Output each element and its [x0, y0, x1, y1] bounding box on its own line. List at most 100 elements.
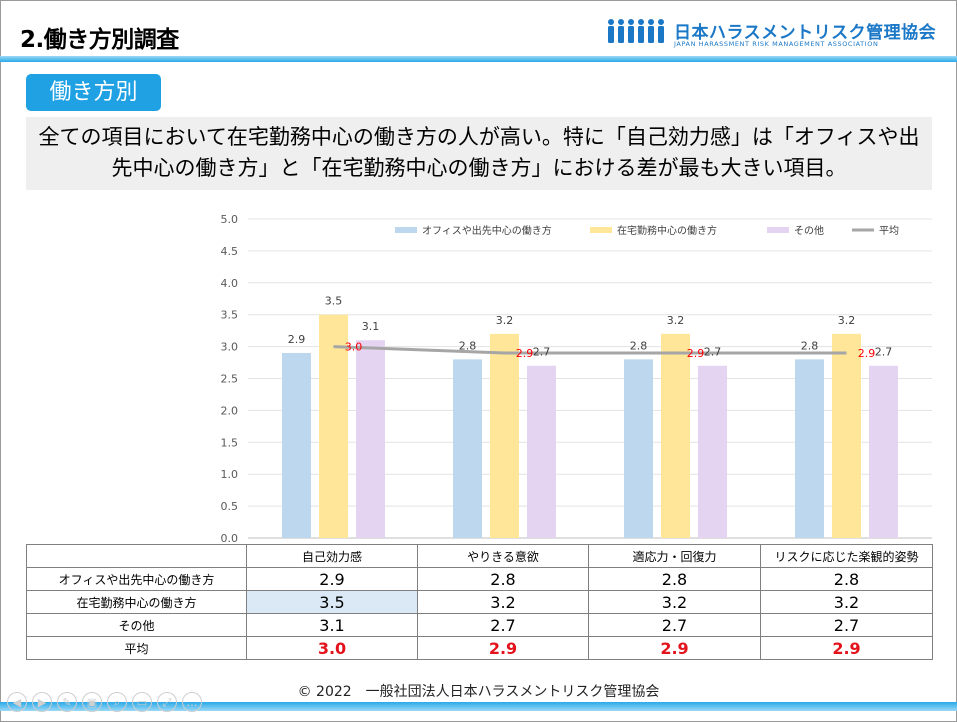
more-options-button[interactable]: …: [182, 692, 202, 712]
bar: [356, 340, 385, 538]
summary-box: 全ての項目において在宅勤務中心の働き方の人が高い。特に「自己効力感」は「オフィス…: [26, 117, 932, 190]
slide-title: 2.働き方別調査: [20, 27, 179, 53]
y-tick-label: 3.0: [221, 341, 239, 354]
org-name: 日本ハラスメントリスク管理協会: [674, 23, 937, 43]
table-cell-average: 2.9: [588, 636, 761, 660]
y-tick-label: 4.0: [221, 277, 239, 290]
row-label: 平均: [26, 636, 247, 660]
org-logo: 日本ハラスメントリスク管理協会 JAPAN HARASSMENT RISK MA…: [606, 16, 938, 52]
table-cell: 3.2: [588, 590, 761, 614]
table-cell: 3.1: [246, 613, 418, 637]
average-line: [333, 345, 847, 355]
legend-label: 平均: [879, 225, 899, 237]
summary-line-2: 先中心の働き方」と「在宅勤務中心の働き方」における差が最も大きい項目。: [111, 156, 847, 180]
table-cell: 2.9: [246, 567, 418, 591]
player-controls: ◀ ▶ ✎ ▣ ⌕ ▭ ⤢ …: [7, 692, 202, 714]
bar: [453, 359, 482, 538]
table-cell-highlighted: 3.5: [246, 590, 418, 614]
table-cell: 2.8: [760, 567, 933, 591]
table-header: やりきる意欲: [417, 544, 589, 568]
bar-value-label: 3.2: [667, 314, 685, 327]
bar: [490, 333, 519, 538]
legend-swatch: [395, 227, 417, 233]
bar: [527, 365, 556, 538]
subtitle-button[interactable]: ▭: [132, 692, 152, 712]
zoom-button[interactable]: ⌕: [107, 692, 127, 712]
pen-tool-button[interactable]: ✎: [57, 692, 77, 712]
fullscreen-button[interactable]: ⤢: [157, 692, 177, 712]
table-cell: 3.2: [760, 590, 933, 614]
table-cell: 2.8: [417, 567, 589, 591]
table-row: 平均 3.0 2.9 2.9 2.9: [26, 636, 933, 660]
table-row: 在宅勤務中心の働き方 3.5 3.2 3.2 3.2: [26, 590, 933, 614]
bar: [795, 359, 824, 538]
table-cell-average: 2.9: [760, 636, 933, 660]
table-header: リスクに応じた楽観的姿勢: [760, 544, 933, 568]
bar-value-label: 3.1: [362, 320, 380, 333]
bar-value-label: 3.5: [325, 295, 343, 308]
bar: [624, 359, 653, 538]
legend-label: 在宅勤務中心の働き方: [617, 224, 717, 237]
bar: [661, 333, 690, 538]
header-bar: [0, 56, 957, 62]
average-value-label: 2.9: [858, 347, 876, 360]
table-cell: 3.2: [417, 590, 589, 614]
y-tick-label: 2.0: [221, 404, 239, 417]
average-value-label: 2.9: [687, 347, 705, 360]
table-cell-average: 2.9: [417, 636, 589, 660]
y-tick-label: 0.0: [221, 532, 239, 545]
bar-value-label: 2.9: [288, 333, 306, 346]
section-tag: 働き方別: [26, 74, 161, 111]
table-row: オフィスや出先中心の働き方 2.9 2.8 2.8 2.8: [26, 567, 933, 591]
legend-swatch: [590, 227, 612, 233]
table-corner: [26, 544, 247, 568]
average-value-label: 3.0: [345, 341, 363, 354]
y-tick-label: 0.5: [221, 500, 239, 513]
y-tick-label: 3.5: [221, 309, 239, 322]
table-row: その他 3.1 2.7 2.7 2.7: [26, 613, 933, 637]
table-header-row: 自己効力感 やりきる意欲 適応力・回復力 リスクに応じた楽観的姿勢: [26, 544, 933, 568]
bar-value-label: 2.8: [459, 339, 477, 352]
bar-value-label: 2.7: [875, 346, 893, 359]
summary-line-1: 全ての項目において在宅勤務中心の働き方の人が高い。特に「自己効力感」は「オフィス…: [38, 125, 920, 149]
bar: [869, 365, 898, 538]
people-icon: [608, 19, 664, 43]
row-label: オフィスや出先中心の働き方: [26, 567, 247, 591]
row-label: 在宅勤務中心の働き方: [26, 590, 247, 614]
legend-label: その他: [794, 224, 824, 237]
org-name-en: JAPAN HARASSMENT RISK MANAGEMENT ASSOCIA…: [674, 40, 879, 48]
y-tick-label: 1.0: [221, 468, 239, 481]
row-label: その他: [26, 613, 247, 637]
legend-swatch: [767, 227, 789, 233]
table-cell: 2.7: [760, 613, 933, 637]
bar-value-label: 2.8: [630, 339, 648, 352]
prev-slide-button[interactable]: ◀: [7, 692, 27, 712]
footer-bar: [0, 702, 957, 711]
next-slide-button[interactable]: ▶: [32, 692, 52, 712]
y-tick-label: 1.5: [221, 436, 239, 449]
bar-value-label: 2.7: [533, 346, 551, 359]
table-header: 自己効力感: [246, 544, 418, 568]
y-tick-label: 4.5: [221, 245, 239, 258]
table-cell: 2.7: [588, 613, 761, 637]
table-cell-average: 3.0: [246, 636, 418, 660]
bar-value-label: 3.2: [838, 314, 856, 327]
table-cell: 2.7: [417, 613, 589, 637]
data-table: 自己効力感 やりきる意欲 適応力・回復力 リスクに応じた楽観的姿勢 オフィスや出…: [26, 544, 933, 660]
legend-label: オフィスや出先中心の働き方: [422, 224, 552, 237]
table-cell: 2.8: [588, 567, 761, 591]
y-tick-label: 5.0: [221, 213, 239, 226]
bar: [319, 314, 348, 538]
bar-value-label: 2.7: [704, 346, 722, 359]
copyright-footer: © 2022 一般社団法人日本ハラスメントリスク管理協会: [297, 684, 660, 700]
average-value-label: 2.9: [516, 347, 534, 360]
bar: [698, 365, 727, 538]
y-tick-label: 2.5: [221, 373, 239, 386]
bar-value-label: 3.2: [496, 314, 514, 327]
bar: [282, 352, 311, 538]
bar: [832, 333, 861, 538]
table-header: 適応力・回復力: [588, 544, 761, 568]
bar-value-label: 2.8: [801, 339, 819, 352]
slide-grid-button[interactable]: ▣: [82, 692, 102, 712]
